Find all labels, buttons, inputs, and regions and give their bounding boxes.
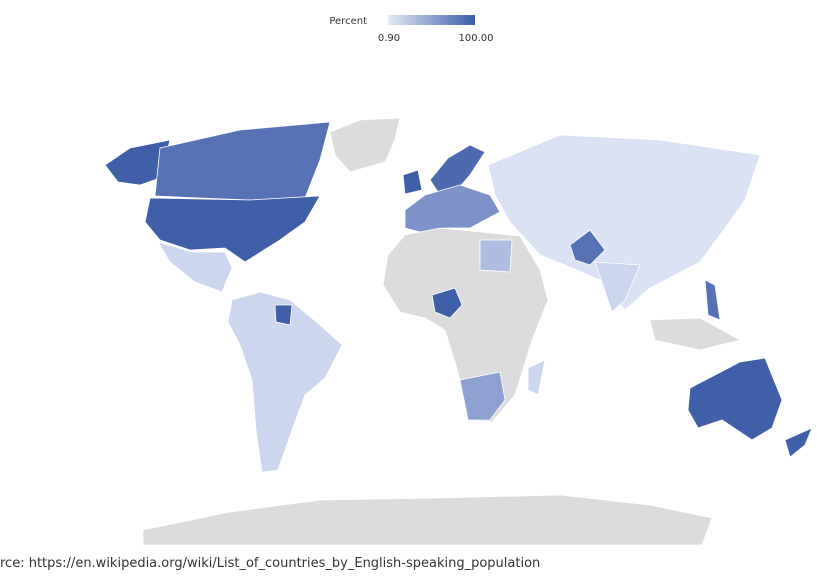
pakistan [569,229,606,266]
source: rce: https://en.wikipedia.org/wiki/List_… [0,556,540,571]
uk [402,169,423,195]
egypt [479,239,513,273]
madagascar [527,359,546,396]
europe [404,184,501,233]
africa [382,227,549,423]
south-africa [459,371,506,421]
australia [687,357,783,441]
greenland [329,117,401,173]
mexico [157,241,233,293]
india [594,261,641,313]
guyana [274,304,293,326]
new-zealand [784,427,813,458]
nigeria [431,287,463,319]
legend-max: 100.00 [459,33,494,44]
indonesia [649,317,742,351]
usa [144,195,321,263]
south-america [227,291,343,473]
philippines [704,279,721,321]
legend-gradient [388,15,475,25]
asia [487,134,761,311]
legend-min: 0.90 [378,33,400,44]
countries [104,117,813,546]
legend-title: Percent [329,16,367,27]
antarctica [142,494,713,546]
canada [154,121,331,201]
